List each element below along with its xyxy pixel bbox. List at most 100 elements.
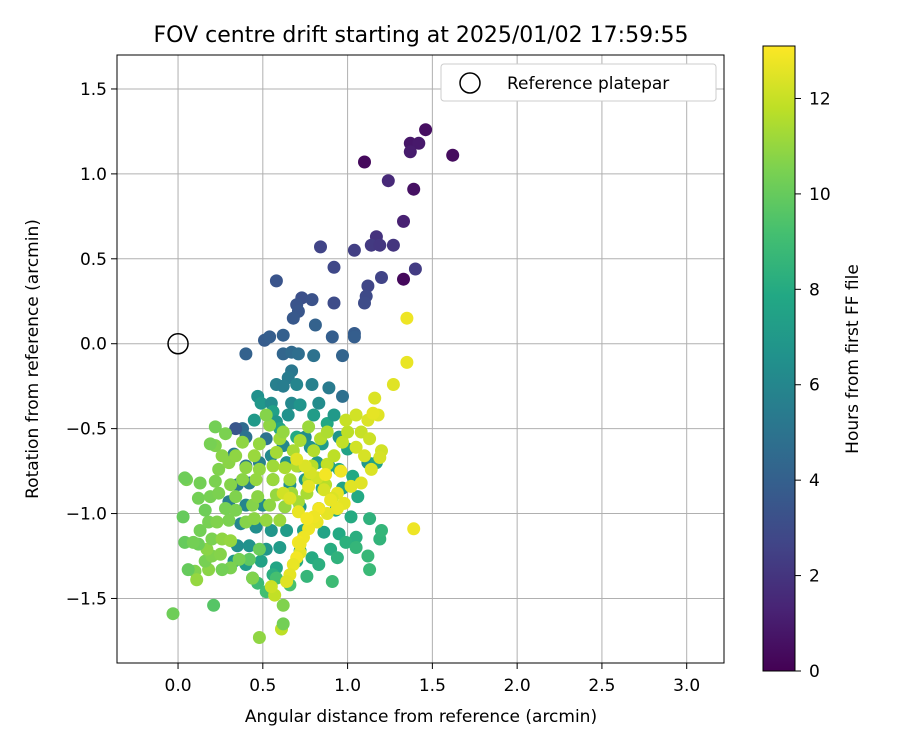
colorbar-tick-label: 0 bbox=[809, 662, 820, 682]
scatter-point bbox=[305, 293, 319, 307]
scatter-point bbox=[269, 274, 283, 288]
scatter-point bbox=[349, 440, 363, 454]
scatter-point bbox=[266, 459, 280, 473]
scatter-point bbox=[312, 396, 326, 410]
scatter-point bbox=[205, 532, 219, 546]
scatter-point bbox=[186, 535, 200, 549]
scatter-point bbox=[403, 145, 417, 159]
legend-box bbox=[440, 63, 717, 102]
legend: Reference platepar bbox=[440, 63, 717, 102]
scatter-point bbox=[242, 552, 256, 566]
x-tick-label: 0.5 bbox=[249, 676, 276, 696]
scatter-point bbox=[344, 479, 358, 493]
scatter-point bbox=[224, 534, 238, 548]
scatter-point bbox=[290, 378, 304, 391]
scatter-point bbox=[203, 437, 217, 451]
scatter-point bbox=[290, 452, 304, 466]
scatter-point bbox=[215, 563, 229, 577]
scatter-point bbox=[264, 524, 278, 537]
scatter-point bbox=[330, 551, 344, 565]
legend-label: Reference platepar bbox=[507, 74, 669, 94]
scatter-point bbox=[327, 449, 341, 463]
plot-frame bbox=[116, 54, 725, 664]
x-tick-label: 1.0 bbox=[334, 676, 361, 696]
scatter-point bbox=[251, 490, 265, 504]
scatter-point bbox=[252, 542, 266, 556]
scatter-point bbox=[400, 311, 414, 325]
scatter-points bbox=[166, 123, 460, 644]
scatter-point bbox=[349, 541, 363, 554]
scatter-point bbox=[354, 476, 368, 490]
scatter-point bbox=[263, 330, 277, 344]
scatter-point bbox=[336, 435, 349, 449]
scatter-point bbox=[212, 462, 226, 476]
scatter-point bbox=[293, 398, 307, 412]
scatter-point bbox=[334, 464, 348, 478]
scatter-point bbox=[307, 349, 321, 363]
scatter-point bbox=[302, 420, 316, 434]
scatter-point bbox=[300, 512, 314, 526]
colorbar-label: Hours from first FF file bbox=[843, 264, 863, 454]
scatter-point bbox=[252, 631, 266, 644]
scatter-point bbox=[259, 513, 273, 527]
scatter-point bbox=[278, 461, 292, 475]
scatter-point bbox=[176, 510, 190, 524]
x-tick-label: 1.5 bbox=[419, 676, 446, 696]
scatter-point bbox=[280, 575, 294, 588]
scatter-point bbox=[400, 355, 414, 369]
scatter-point bbox=[317, 525, 331, 539]
scatter-point bbox=[246, 571, 260, 585]
scatter-point bbox=[446, 148, 460, 162]
scatter-point bbox=[373, 451, 387, 464]
scatter-point bbox=[397, 214, 410, 228]
y-axis-label: Rotation from reference (arcmin) bbox=[23, 219, 43, 499]
scatter-point bbox=[208, 420, 222, 434]
scatter-point bbox=[247, 413, 261, 427]
scatter-point bbox=[349, 408, 363, 422]
scatter-point bbox=[293, 537, 307, 551]
scatter-point bbox=[407, 522, 421, 536]
scatter-point bbox=[252, 462, 266, 476]
colorbar-tick-label: 12 bbox=[809, 89, 831, 109]
scatter-point bbox=[341, 425, 355, 439]
scatter-point bbox=[293, 434, 307, 447]
scatter-point bbox=[336, 389, 349, 403]
scatter-point bbox=[368, 391, 382, 405]
colorbar-tick-label: 8 bbox=[809, 280, 820, 300]
scatter-point bbox=[247, 449, 261, 463]
scatter-point bbox=[308, 318, 322, 332]
scatter-point bbox=[373, 238, 387, 252]
scatter-point bbox=[314, 240, 327, 254]
colorbar-tick-label: 10 bbox=[809, 185, 831, 205]
scatter-point bbox=[269, 445, 283, 459]
reference-platepar-marker bbox=[167, 332, 189, 355]
scatter-point bbox=[219, 502, 232, 515]
x-tick-label: 2.0 bbox=[504, 676, 531, 696]
scatter-point bbox=[307, 444, 321, 458]
x-tick-label: 3.0 bbox=[673, 676, 700, 696]
scatter-point bbox=[361, 549, 375, 563]
scatter-point bbox=[364, 462, 378, 476]
scatter-point bbox=[276, 328, 290, 342]
x-tick-label: 0.0 bbox=[165, 676, 192, 696]
x-tick-label: 2.5 bbox=[588, 676, 615, 696]
scatter-point bbox=[273, 541, 287, 554]
scatter-point bbox=[375, 271, 388, 284]
scatter-point bbox=[327, 408, 341, 422]
scatter-point bbox=[322, 381, 336, 395]
scatter-point bbox=[307, 408, 321, 422]
scatter-point bbox=[213, 547, 227, 561]
scatter-point bbox=[166, 607, 180, 621]
scatter-point bbox=[239, 461, 253, 475]
scatter-point bbox=[324, 493, 338, 507]
y-tick-label: −1.5 bbox=[66, 589, 107, 609]
scatter-point bbox=[276, 379, 290, 393]
scatter-point bbox=[397, 272, 410, 286]
scatter-point bbox=[247, 512, 261, 526]
scatter-point bbox=[283, 491, 297, 505]
scatter-point bbox=[291, 347, 305, 361]
scatter-point bbox=[319, 468, 333, 481]
scatter-point bbox=[347, 243, 361, 257]
scatter-point bbox=[358, 449, 371, 463]
